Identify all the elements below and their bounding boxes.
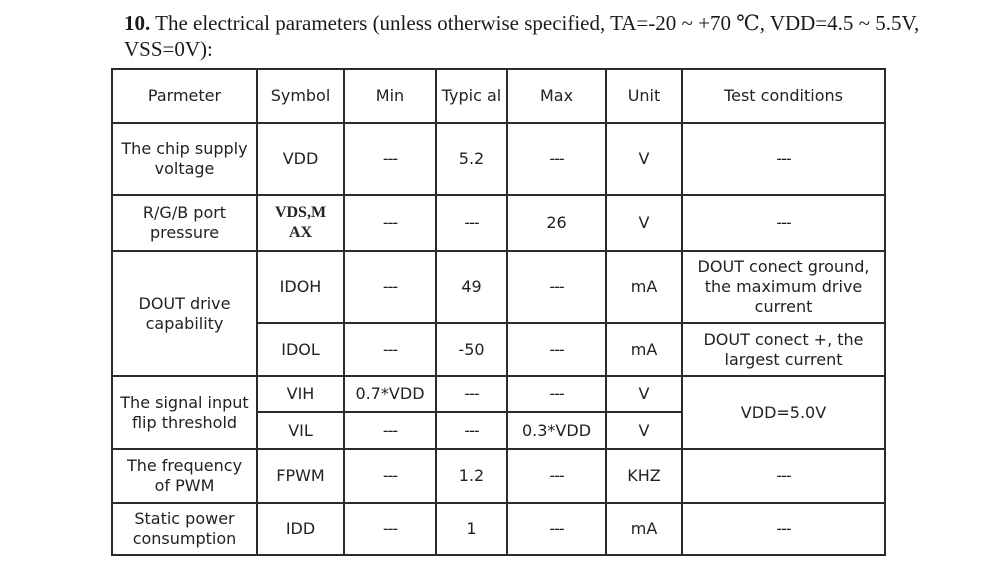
cell-symbol: VIH (256, 375, 345, 413)
table-row: IDOL --- -50 --- mA DOUT conect +, the l… (112, 322, 886, 377)
cell-min: --- (343, 411, 437, 450)
cell-test-conditions: --- (681, 122, 886, 196)
cell-unit: KHZ (605, 448, 683, 504)
cell-unit: mA (605, 322, 683, 377)
cell-min: --- (343, 502, 437, 556)
cell-min: --- (343, 448, 437, 504)
cell-typical: 1 (435, 502, 508, 556)
cell-unit: V (605, 194, 683, 252)
header-symbol: Symbol (256, 68, 345, 124)
cell-symbol: VDS,M AX (256, 194, 345, 252)
cell-unit: V (605, 375, 683, 413)
cell-max: --- (506, 375, 607, 413)
cell-max: --- (506, 502, 607, 556)
cell-max: --- (506, 250, 607, 324)
cell-parameter: Static power consumption (111, 502, 258, 556)
cell-unit: V (605, 122, 683, 196)
cell-symbol: IDOL (256, 322, 345, 377)
table-row: Static power consumption IDD --- 1 --- m… (111, 502, 886, 556)
cell-test-conditions: DOUT conect ground, the maximum drive cu… (681, 250, 886, 324)
cell-typical: -50 (435, 322, 508, 377)
electrical-parameters-table: Parmeter Symbol Min Typic al Max Unit Te… (111, 68, 886, 556)
cell-symbol: VIL (256, 411, 345, 450)
cell-parameter: The chip supply voltage (111, 122, 258, 196)
cell-min: --- (343, 322, 437, 377)
table-row: The signal input flip threshold VIH 0.7*… (111, 375, 886, 450)
cell-parameter: The frequency of PWM (111, 448, 258, 504)
cell-test-conditions: --- (681, 194, 886, 252)
cell-unit: mA (605, 502, 683, 556)
cell-max: 26 (506, 194, 607, 252)
cell-test-conditions: DOUT conect +, the largest current (681, 322, 886, 377)
header-parameter: Parmeter (111, 68, 258, 124)
cell-parameter: DOUT drive capability (111, 250, 258, 377)
cell-max: --- (506, 322, 607, 377)
header-typical: Typic al (435, 68, 508, 124)
cell-max: --- (506, 448, 607, 504)
cell-max: --- (506, 122, 607, 196)
table-row: DOUT drive capability IDOH --- 49 --- mA… (111, 250, 886, 377)
cell-typical: --- (435, 411, 508, 450)
header-min: Min (343, 68, 437, 124)
cell-max: 0.3*VDD (506, 411, 607, 450)
cell-typical: 1.2 (435, 448, 508, 504)
header-unit: Unit (605, 68, 683, 124)
header-max: Max (506, 68, 607, 124)
cell-typical: --- (435, 194, 508, 252)
cell-min: --- (343, 194, 437, 252)
header-test-conditions: Test conditions (681, 68, 886, 124)
section-number: 10. (124, 11, 151, 35)
cell-parameter: R/G/B port pressure (111, 194, 258, 252)
cell-min: --- (343, 250, 437, 324)
section-title: The electrical parameters (unless otherw… (124, 11, 920, 61)
cell-symbol: FPWM (256, 448, 345, 504)
table-row: VIL --- --- 0.3*VDD V (112, 411, 885, 450)
table-row: The frequency of PWM FPWM --- 1.2 --- KH… (111, 448, 886, 504)
cell-unit: mA (605, 250, 683, 324)
cell-parameter: The signal input flip threshold (111, 375, 258, 450)
cell-min: --- (343, 122, 437, 196)
table-row: R/G/B port pressure VDS,M AX --- --- 26 … (111, 194, 886, 252)
cell-symbol: VDD (256, 122, 345, 196)
cell-min: 0.7*VDD (343, 375, 437, 413)
cell-test-conditions: --- (681, 448, 886, 504)
header-row: Parmeter Symbol Min Typic al Max Unit Te… (111, 68, 886, 124)
cell-symbol: IDOH (256, 250, 345, 324)
cell-typical: --- (435, 375, 508, 413)
section-heading: 10. The electrical parameters (unless ot… (124, 10, 924, 62)
cell-test-conditions: VDD=5.0V (681, 375, 886, 450)
cell-symbol: IDD (256, 502, 345, 556)
table-row: The chip supply voltage VDD --- 5.2 --- … (111, 122, 886, 196)
cell-typical: 49 (435, 250, 508, 324)
cell-test-conditions: --- (681, 502, 886, 556)
cell-typical: 5.2 (435, 122, 508, 196)
cell-unit: V (605, 411, 683, 450)
